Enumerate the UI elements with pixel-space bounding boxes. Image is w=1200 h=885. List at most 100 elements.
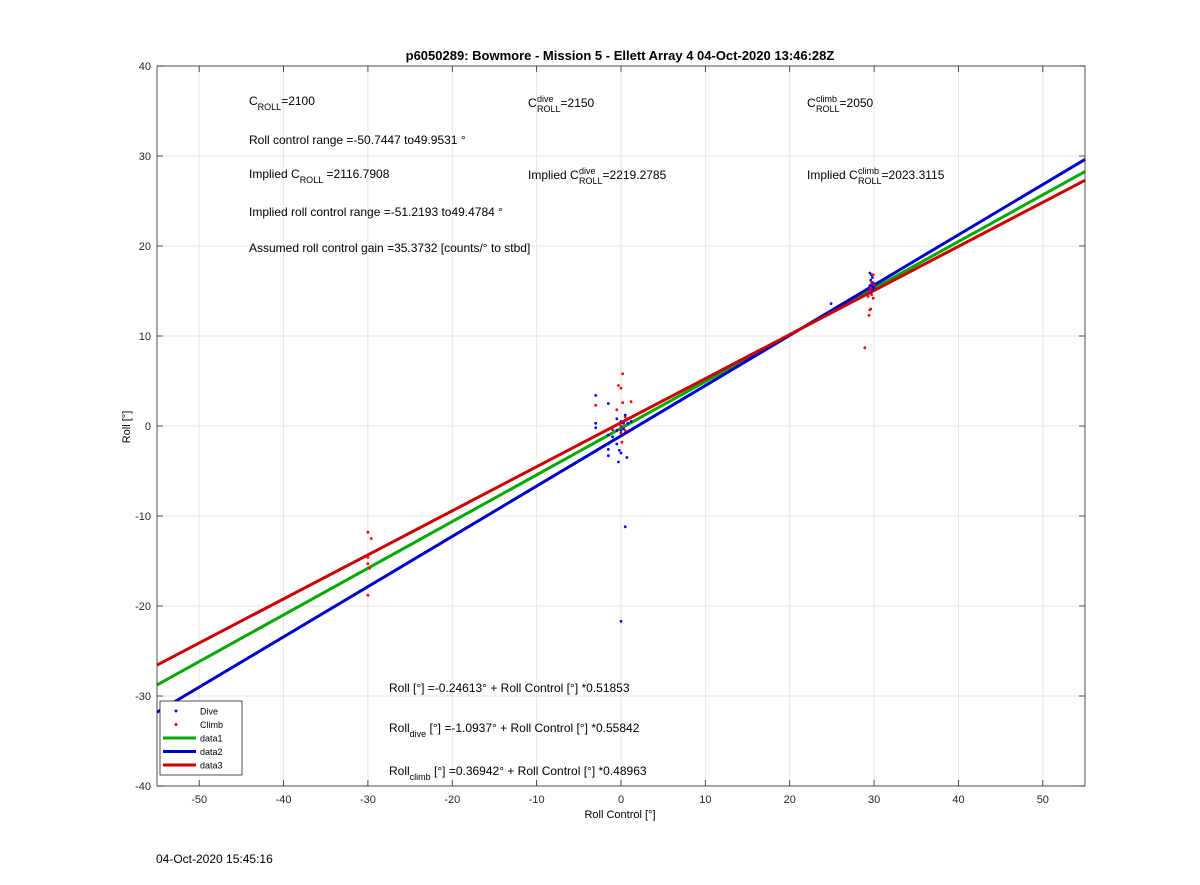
implied-c-dive-label-sup: dive — [579, 166, 596, 176]
climb-point — [620, 440, 624, 444]
legend: Dive Climb data1 data2 data3 — [159, 700, 243, 776]
x-axis-label: Roll Control [°] — [584, 809, 655, 821]
dive-point — [868, 271, 872, 275]
x-tick-label: 30 — [868, 794, 880, 806]
dive-point — [615, 429, 619, 432]
c-dive-label-sup: dive — [537, 94, 554, 104]
y-tick-label: 10 — [139, 331, 151, 343]
dive-point — [606, 454, 610, 458]
climb-point — [629, 400, 633, 404]
climb-point — [366, 556, 370, 559]
dive-point — [872, 286, 876, 289]
y-axis-label: Roll [°] — [121, 411, 133, 444]
climb-point — [366, 562, 370, 566]
roll-control-gain: Assumed roll control gain =35.3732 [coun… — [249, 241, 530, 255]
implied-c-roll-label: Implied CROLL =2116.7908 — [249, 167, 390, 185]
climb-point — [871, 273, 875, 277]
y-tick-label: -30 — [135, 691, 151, 703]
x-tick-label: -20 — [444, 794, 460, 806]
axis-ticks: -50 -40 -30 -20 -10 0 10 20 30 40 50 -40 -30 -20 -10 0 1… — [135, 61, 1085, 806]
climb-point — [863, 346, 867, 350]
implied-c-dive-label-sub: ROLL — [579, 176, 603, 186]
dive-point — [871, 276, 874, 279]
y-tick-label: 20 — [139, 241, 151, 253]
implied-c-climb-label-value: =2023.3115 — [882, 168, 945, 182]
x-tick-label: -30 — [360, 794, 376, 806]
climb-point — [366, 593, 370, 597]
c-dive-label-value: =2150 — [561, 96, 595, 110]
dive-point — [611, 435, 614, 439]
climb-point — [594, 403, 598, 407]
climb-point — [868, 289, 872, 293]
climb-point — [871, 296, 875, 300]
equation-dive: Rolldive [°] =-1.0937° + Roll Control [°… — [389, 721, 640, 739]
legend-marker-climb — [174, 723, 178, 726]
climb-point — [617, 384, 620, 387]
climb-point — [623, 429, 627, 432]
x-tick-label: 10 — [699, 794, 711, 806]
climb-point — [870, 280, 873, 284]
climb-point — [611, 428, 614, 431]
x-tick-label: 20 — [784, 794, 796, 806]
data-points — [366, 271, 876, 623]
y-tick-label: -20 — [135, 601, 151, 613]
x-tick-label: 40 — [952, 794, 964, 806]
implied-c-dive-label: Implied C — [528, 168, 579, 182]
c-climb-label-sub: ROLL — [816, 104, 840, 114]
x-tick-label: -50 — [191, 794, 207, 806]
dive-point — [615, 417, 619, 421]
dive-point — [619, 429, 623, 432]
climb-point — [619, 431, 623, 435]
y-tick-label: 0 — [145, 421, 151, 433]
legend-label: Dive — [200, 707, 218, 717]
implied-range: Implied roll control range =-51.2193 to4… — [249, 205, 503, 219]
c-roll-label: CROLL=2100 — [249, 94, 315, 112]
dive-point — [617, 448, 621, 452]
y-tick-label: -10 — [135, 511, 151, 523]
y-tick-label: -40 — [135, 781, 151, 793]
x-tick-label: 0 — [618, 794, 624, 806]
equation-climb: Rollclimb [°] =0.36942° + Roll Control [… — [389, 764, 647, 782]
climb-point — [623, 415, 627, 419]
dive-point — [619, 451, 623, 455]
climb-point — [869, 286, 873, 290]
implied-c-climb-label-sup: climb — [858, 166, 879, 176]
climb-point — [866, 295, 870, 298]
climb-point — [368, 566, 371, 570]
dive-point — [625, 456, 629, 459]
dive-point — [870, 283, 873, 287]
x-tick-label: -10 — [529, 794, 545, 806]
dive-point — [606, 402, 610, 405]
equation-all: Roll [°] =-0.24613° + Roll Control [°] *… — [389, 681, 630, 695]
dive-point — [622, 427, 625, 431]
chart-title: p6050289: Bowmore - Mission 5 - Ellett A… — [406, 48, 835, 63]
footer-timestamp: 04-Oct-2020 15:45:16 — [156, 852, 273, 866]
y-tick-label: 30 — [139, 151, 151, 163]
climb-point — [870, 293, 873, 296]
fit-line-data2 — [156, 158, 1086, 714]
climb-point — [619, 386, 623, 390]
c-dive-label: C — [528, 96, 537, 110]
implied-c-climb-label-sub: ROLL — [858, 176, 882, 186]
x-tick-label: 50 — [1037, 794, 1049, 806]
c-climb-label: C — [807, 96, 816, 110]
fit-line-data1 — [156, 170, 1086, 687]
climb-point — [621, 420, 625, 423]
climb-point — [366, 530, 370, 534]
c-climb-label-sup: climb — [816, 94, 837, 104]
dive-point — [606, 448, 610, 451]
dive-point — [629, 420, 633, 423]
implied-c-climb-label: Implied C — [807, 168, 858, 182]
climb-point — [872, 283, 876, 287]
dive-point — [594, 421, 598, 425]
dive-point — [619, 619, 623, 623]
dive-point — [829, 302, 833, 305]
y-tick-label: 40 — [139, 61, 151, 73]
dive-point — [594, 426, 598, 430]
legend-label: Climb — [200, 720, 223, 730]
legend-label: data2 — [200, 747, 223, 757]
climb-point — [369, 537, 373, 540]
climb-point — [869, 307, 873, 311]
legend-marker-dive — [174, 709, 178, 713]
